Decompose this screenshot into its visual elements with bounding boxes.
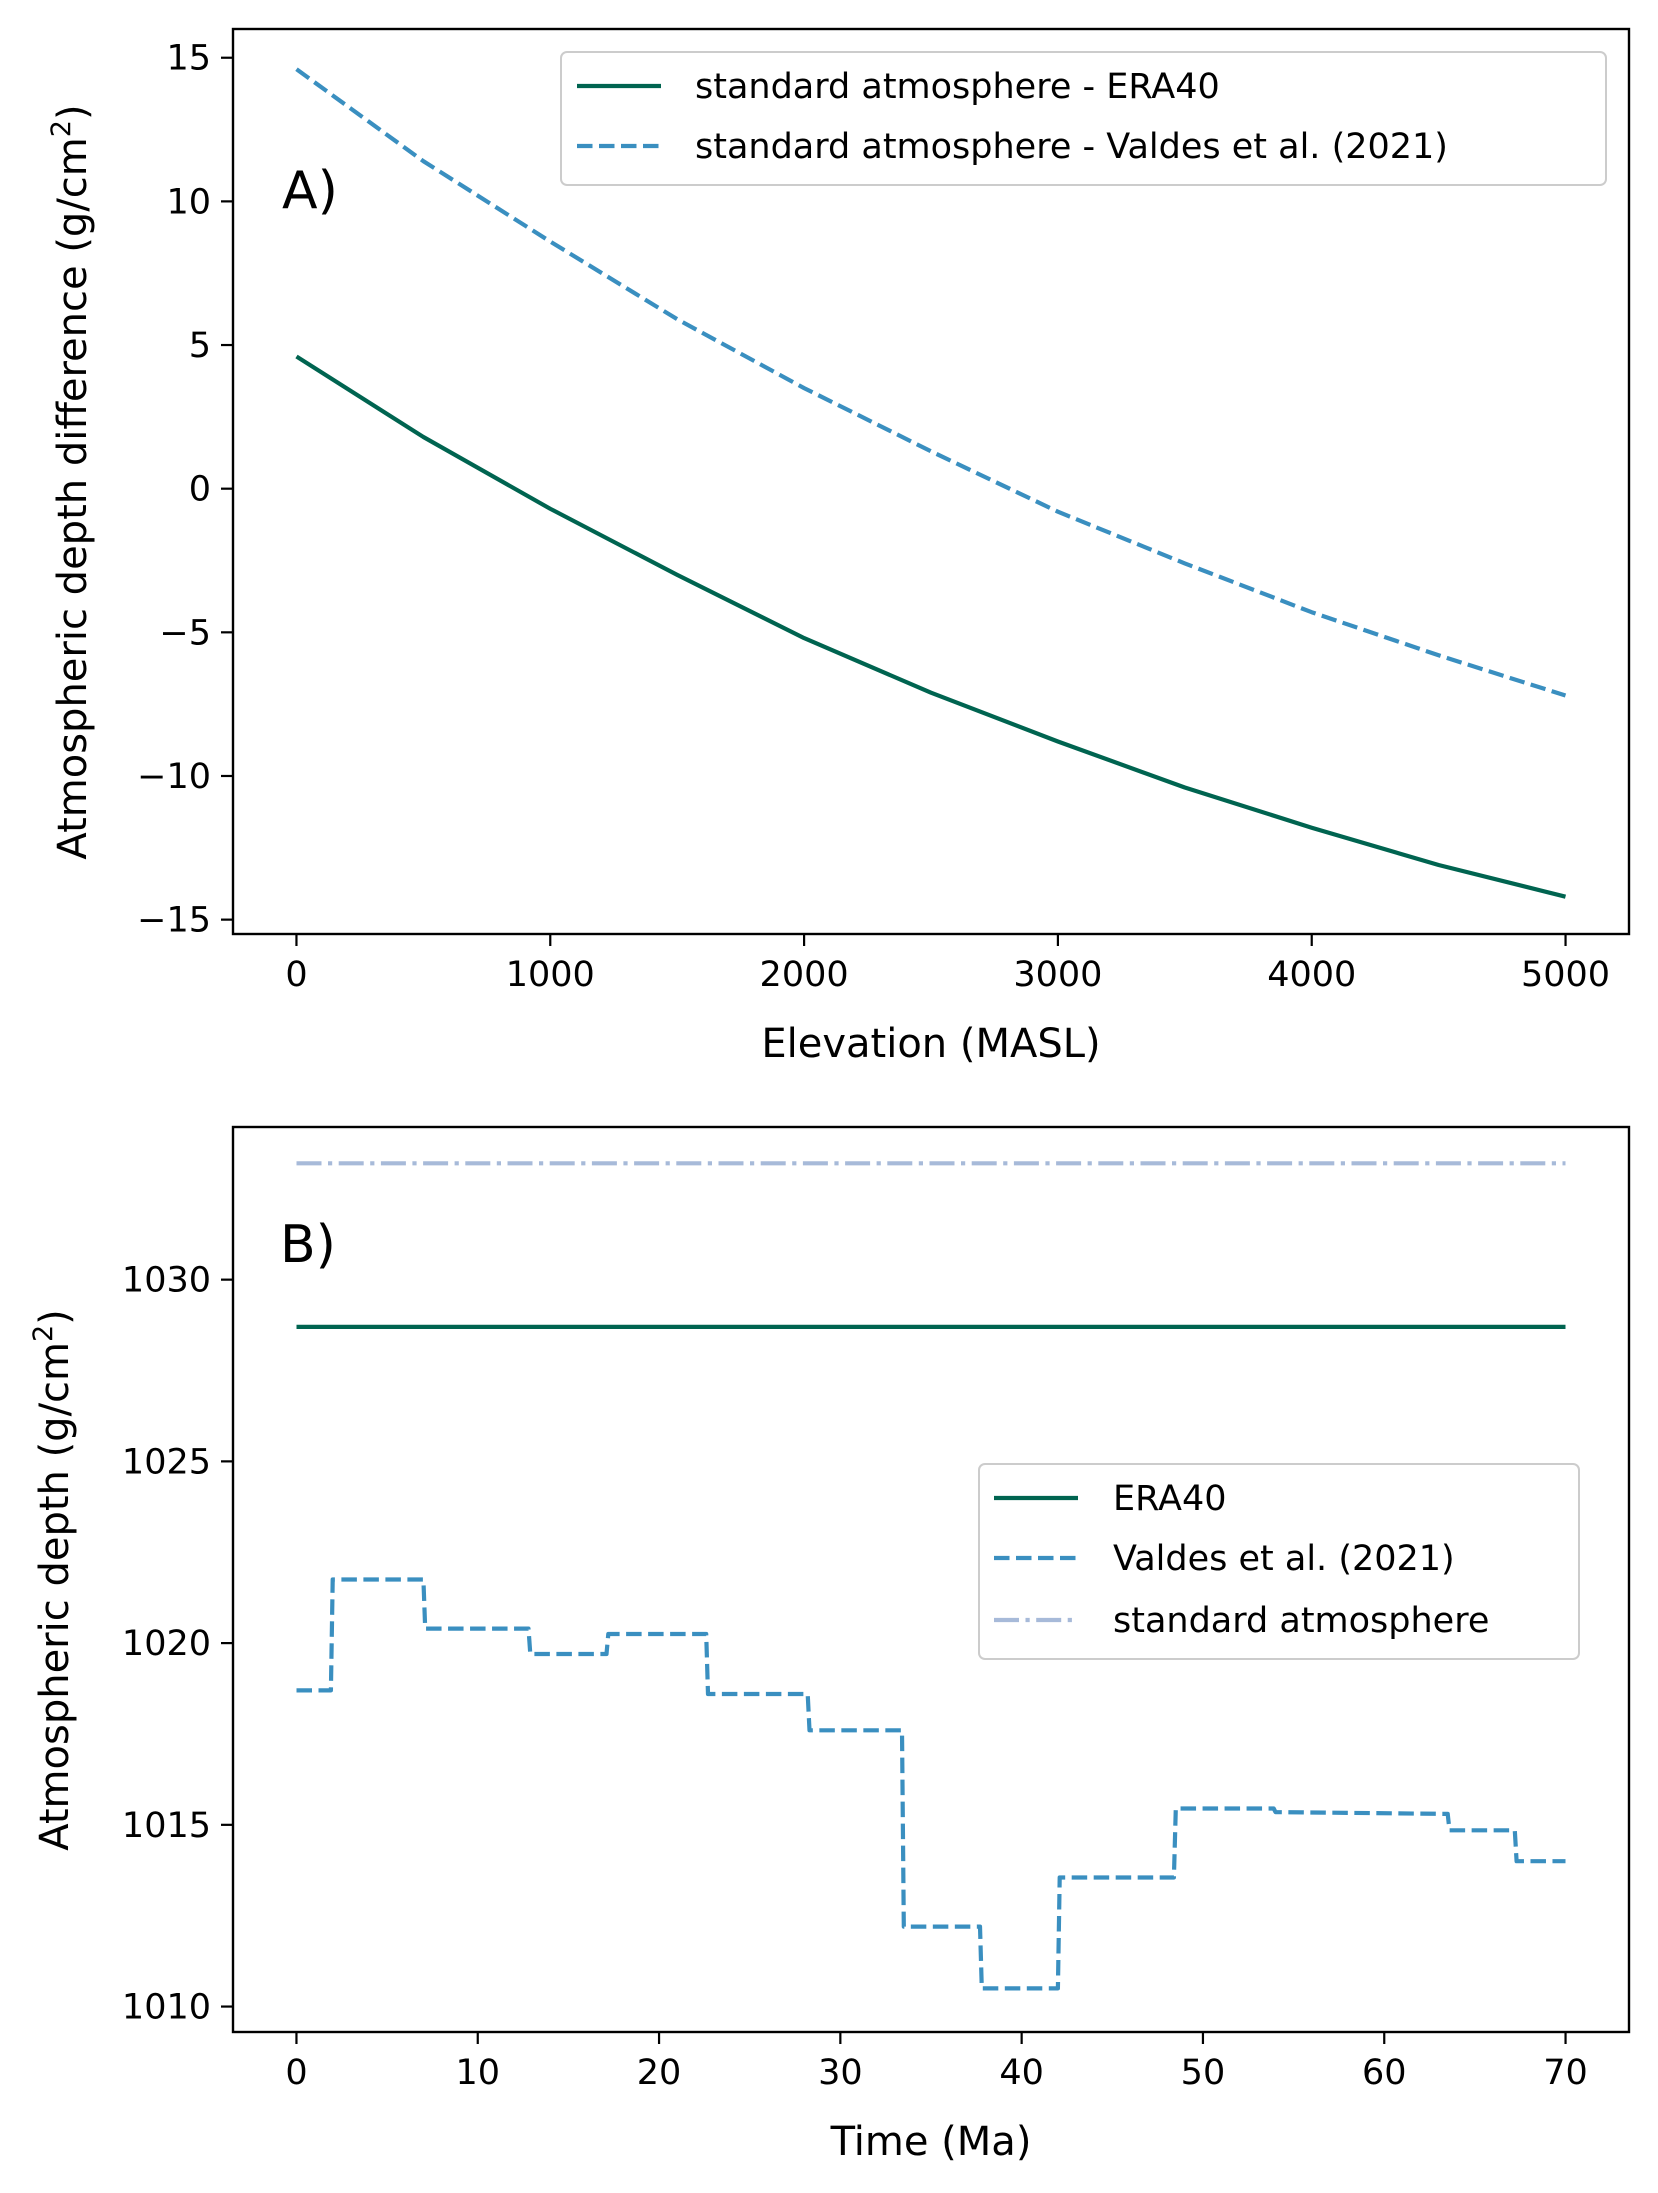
panel-a-xtick-label: 3000	[1013, 955, 1102, 995]
panel-a-ytick-label: 0	[189, 470, 211, 510]
panel-b-ytick-label: 1020	[122, 1624, 211, 1664]
panel-a-legend: standard atmosphere - ERA40 standard atm…	[560, 51, 1607, 186]
panel-b-xtick-label: 20	[637, 2053, 682, 2093]
panel-a-ytick-label: 15	[166, 39, 211, 79]
panel-a-ticks: 0 1000 2000 3000 4000 5000 15 10 5 0 −5 −10 −15	[137, 39, 1610, 995]
panel-a-ylabel-main: Atmospheric depth difference (g/cm	[50, 137, 96, 859]
panel-a-xtick-label: 2000	[760, 955, 849, 995]
panel-b-xtick-label: 70	[1543, 2053, 1588, 2093]
panel-a-ylabel: Atmospheric depth difference (g/cm2)	[46, 104, 96, 859]
panel-a-frame	[231, 27, 1631, 936]
panel-b-legend-entry-valdes: Valdes et al. (2021)	[1113, 1539, 1455, 1579]
panel-a-legend-box	[560, 51, 1607, 186]
panel-b-ytick-label: 1010	[122, 1988, 211, 2028]
panel-a-ytick-label: 10	[166, 182, 211, 222]
panel-b-ylabel-main: Atmospheric depth (g/cm	[32, 1342, 78, 1851]
panel-a-xtick-label: 0	[285, 955, 307, 995]
panel-b-xtick-label: 0	[285, 2053, 307, 2093]
panel-a-label: A)	[282, 161, 338, 221]
panel-b-ytick-label: 1015	[122, 1806, 211, 1846]
panel-b-xtick-label: 40	[999, 2053, 1044, 2093]
panel-b-frame	[231, 1125, 1631, 2034]
panel-a-xtick-label: 4000	[1267, 955, 1356, 995]
panel-b-xtick-label: 10	[455, 2053, 500, 2093]
panel-a-series-line-1	[295, 354, 1567, 899]
panel-a-legend-entry-era40: standard atmosphere - ERA40	[695, 67, 1220, 107]
panel-a-series-line-2	[295, 67, 1567, 698]
panel-a-ytick-label: 5	[189, 326, 211, 366]
panel-a-xtick-label: 1000	[506, 955, 595, 995]
panel-a-xtick-label: 5000	[1521, 955, 1610, 995]
panel-a-ytick-label: −10	[137, 757, 211, 797]
panel-a-lines	[295, 67, 1567, 899]
panel-b-ytick-label: 1030	[122, 1261, 211, 1301]
panel-a-ytick-label: −15	[137, 901, 211, 941]
panel-b-ylabel: Atmospheric depth (g/cm2)	[28, 1309, 78, 1851]
panel-b-lines	[296, 1161, 1566, 1991]
panel-b-legend: ERA40 Valdes et al. (2021) standard atmo…	[978, 1463, 1580, 1660]
panel-a-legend-entry-valdes: standard atmosphere - Valdes et al. (202…	[695, 127, 1448, 167]
panel-b-xlabel: Time (Ma)	[830, 2119, 1032, 2165]
panel-b-ytick-label: 1025	[122, 1442, 211, 1482]
panel-b-ylabel-sup: 2	[28, 1325, 59, 1342]
panel-a-chart: 0 1000 2000 3000 4000 5000 15 10 5 0 −5 −10 −15 A) E…	[46, 27, 1631, 1067]
panel-b-xtick-label: 60	[1362, 2053, 1407, 2093]
panel-a-ytick-label: −5	[159, 613, 211, 653]
panel-b-label: B)	[280, 1215, 336, 1275]
panel-a-ylabel-sup: 2	[46, 120, 77, 137]
panel-b-xtick-label: 30	[818, 2053, 863, 2093]
panel-a-ylabel-end: )	[50, 104, 96, 120]
panel-b-ylabel-end: )	[32, 1309, 78, 1325]
panel-b-legend-entry-era40: ERA40	[1113, 1479, 1227, 1519]
panel-b-series-line-2	[296, 1577, 1566, 1991]
panel-b-legend-box	[978, 1463, 1580, 1660]
panel-b-legend-entry-standard: standard atmosphere	[1113, 1601, 1489, 1641]
panel-a-xlabel: Elevation (MASL)	[761, 1021, 1100, 1067]
panel-b-xtick-label: 50	[1181, 2053, 1226, 2093]
